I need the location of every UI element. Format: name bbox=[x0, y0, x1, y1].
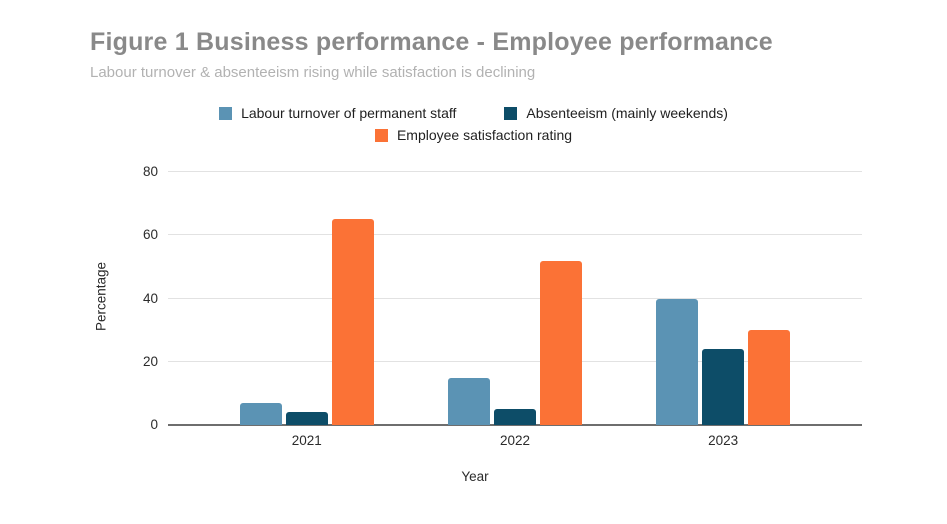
chart-title: Figure 1 Business performance - Employee… bbox=[90, 28, 773, 56]
legend-label: Labour turnover of permanent staff bbox=[241, 105, 457, 121]
bar bbox=[494, 409, 536, 425]
gridline bbox=[168, 297, 862, 299]
bar bbox=[540, 260, 582, 425]
bar bbox=[239, 402, 282, 425]
gridline bbox=[168, 234, 862, 236]
y-axis-title: Percentage bbox=[93, 261, 109, 332]
x-axis-line bbox=[168, 424, 862, 426]
gridline bbox=[168, 360, 862, 362]
legend-swatch-icon bbox=[219, 106, 233, 120]
legend-row: Employee satisfaction rating bbox=[374, 127, 573, 143]
bar-group bbox=[656, 172, 791, 425]
gridline bbox=[168, 171, 862, 172]
plot-area bbox=[168, 171, 862, 426]
bar bbox=[656, 298, 699, 425]
x-axis-title: Year bbox=[461, 469, 489, 484]
y-tick-label: 40 bbox=[142, 290, 158, 306]
legend: Labour turnover of permanent staff Absent… bbox=[0, 105, 947, 143]
bar bbox=[748, 330, 791, 425]
x-tick-label: 2021 bbox=[291, 433, 322, 448]
legend-item: Absenteeism (mainly weekends) bbox=[504, 105, 728, 121]
legend-row: Labour turnover of permanent staff Absent… bbox=[219, 105, 728, 121]
bar bbox=[285, 412, 328, 425]
bar bbox=[702, 349, 745, 425]
legend-swatch-icon bbox=[504, 106, 518, 120]
legend-item: Labour turnover of permanent staff bbox=[219, 105, 456, 121]
y-tick-label: 0 bbox=[150, 417, 158, 432]
legend-item: Employee satisfaction rating bbox=[374, 127, 573, 143]
x-tick-label: 2022 bbox=[499, 433, 531, 448]
bar bbox=[448, 377, 490, 425]
bar bbox=[331, 219, 374, 425]
x-tick-label: 2023 bbox=[708, 433, 739, 448]
legend-swatch-icon bbox=[374, 128, 388, 142]
bar-group bbox=[448, 172, 582, 425]
legend-label: Employee satisfaction rating bbox=[396, 127, 573, 143]
chart-subtitle: Labour turnover & absenteeism rising whi… bbox=[90, 64, 536, 81]
legend-label: Absenteeism (mainly weekends) bbox=[526, 105, 728, 121]
y-tick-label: 80 bbox=[142, 164, 158, 179]
bar-group bbox=[239, 172, 374, 425]
y-tick-label: 60 bbox=[142, 227, 158, 243]
y-tick-label: 20 bbox=[142, 353, 158, 369]
